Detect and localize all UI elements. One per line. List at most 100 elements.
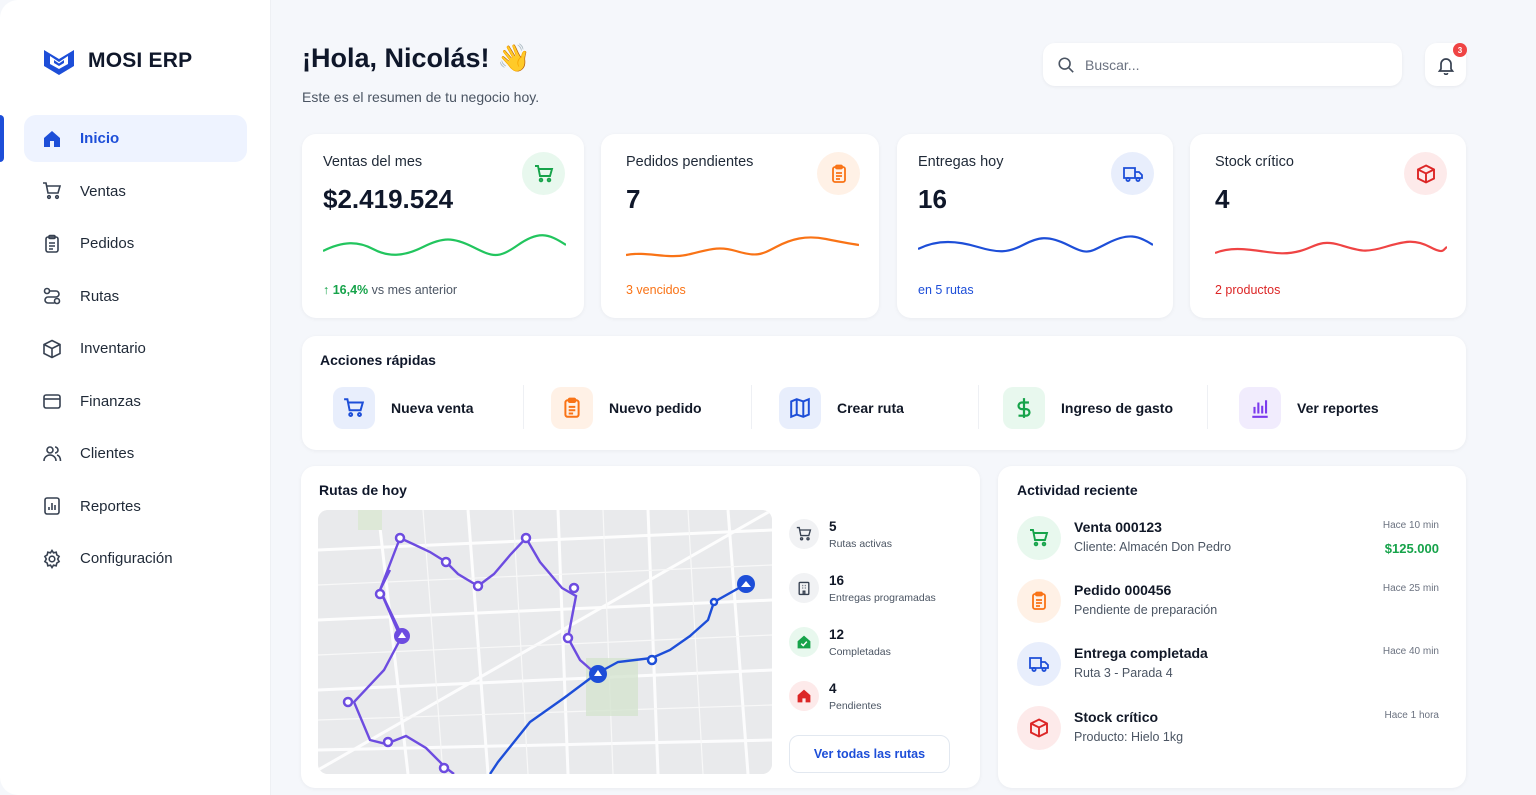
sidebar-item-label: Clientes: [80, 445, 135, 462]
stat-icon: [789, 573, 819, 603]
stat-label: Rutas activas: [829, 538, 893, 550]
sidebar-item-label: Ventas: [80, 182, 126, 200]
sidebar-item-reportes[interactable]: Reportes: [24, 483, 247, 530]
gear-icon: [43, 548, 61, 569]
activity-title-text: Venta 000123: [1074, 519, 1162, 535]
sidebar-item-pedidos[interactable]: Pedidos: [24, 220, 247, 267]
activity-time: Hace 25 min: [1382, 583, 1439, 594]
quick-action-nueva-venta[interactable]: Nueva venta: [333, 387, 473, 429]
sidebar-item-clientes[interactable]: Clientes: [24, 430, 247, 477]
search-icon: [1058, 56, 1074, 73]
kpi-card-pedidos[interactable]: Pedidos pendientes 7 3 vencidos: [601, 134, 879, 318]
stat-value: 12: [829, 627, 845, 642]
stat-value: 4: [829, 681, 837, 696]
kpi-card-ventas[interactable]: Ventas del mes $2.419.524 ↑ 16,4% vs mes…: [302, 134, 584, 318]
map-canvas: [318, 510, 772, 774]
box-icon: [1030, 718, 1048, 738]
users-icon: [43, 445, 62, 461]
qa-label: Ingreso de gasto: [1061, 400, 1174, 416]
sidebar-item-finanzas[interactable]: Finanzas: [24, 378, 247, 425]
kpi-card-entregas[interactable]: Entregas hoy 16 en 5 rutas: [897, 134, 1173, 318]
sidebar-item-inventario[interactable]: Inventario: [24, 325, 247, 372]
active-indicator: [0, 115, 4, 162]
stat-icon: [789, 519, 819, 549]
quick-action-nuevo-pedido[interactable]: Nuevo pedido: [551, 387, 702, 429]
cart-icon: [1030, 529, 1049, 547]
stat-icon: [789, 627, 819, 657]
kpi-note: 2 productos: [1215, 283, 1281, 297]
kpi-title: Stock crítico: [1215, 154, 1294, 170]
routes-title: Rutas de hoy: [319, 482, 407, 498]
activity-icon: [1017, 642, 1061, 686]
quick-action-ingreso-gasto[interactable]: Ingreso de gasto: [1003, 387, 1173, 429]
map-icon: [790, 397, 810, 419]
activity-item[interactable]: Venta 000123 Cliente: Almacén Don Pedro …: [1017, 516, 1439, 560]
kpi-icon: [1404, 152, 1447, 195]
divider: [523, 385, 524, 429]
sidebar-item-label: Pedidos: [80, 235, 135, 252]
activity-subtitle: Ruta 3 - Parada 4: [1074, 666, 1173, 680]
quick-actions-title: Acciones rápidas: [320, 352, 436, 368]
quick-action-crear-ruta[interactable]: Crear ruta: [779, 387, 904, 429]
sidebar-item-ventas[interactable]: Ventas: [24, 168, 247, 215]
brand-logo[interactable]: MOSI ERP: [42, 44, 192, 78]
activity-item[interactable]: Entrega completada Ruta 3 - Parada 4 Hac…: [1017, 642, 1439, 686]
sparkline: [1215, 240, 1447, 255]
stat-value: 16: [829, 573, 845, 588]
activity-time: Hace 40 min: [1382, 646, 1439, 657]
activity-panel: Actividad reciente Venta 000123 Cliente:…: [998, 466, 1466, 788]
sidebar-item-label: Finanzas: [80, 392, 141, 410]
truck-icon: [1029, 657, 1049, 672]
box-icon: [43, 339, 61, 358]
sidebar-item-label: Inventario: [80, 340, 146, 357]
truck-icon: [1122, 166, 1143, 182]
kpi-trend: ↑ 16,4% vs mes anterior: [323, 283, 458, 297]
kpi-note: 3 vencidos: [626, 283, 686, 297]
brand-name: MOSI ERP: [88, 49, 193, 72]
sidebar-item-configuracion[interactable]: Configuración: [24, 535, 247, 582]
home-icon: [797, 689, 811, 703]
sidebar-item-label: Inicio: [80, 130, 120, 147]
notifications-button[interactable]: 3: [1425, 43, 1467, 86]
dollar-icon: [1017, 398, 1031, 418]
quick-action-ver-reportes[interactable]: Ver reportes: [1239, 387, 1379, 429]
activity-amount: $125.000: [1384, 541, 1439, 556]
search-box[interactable]: [1043, 43, 1402, 86]
route-stat-completadas: 12 Completadas: [789, 627, 891, 658]
kpi-title: Pedidos pendientes: [626, 154, 754, 170]
search-input[interactable]: [1085, 56, 1375, 73]
cart-icon: [796, 526, 812, 541]
qa-label: Crear ruta: [837, 400, 904, 416]
kpi-value: 4: [1215, 184, 1230, 214]
stat-label: Pendientes: [829, 700, 882, 712]
divider: [978, 385, 979, 429]
routes-map[interactable]: [318, 510, 772, 774]
qa-icon: [551, 387, 593, 429]
kpi-icon: [817, 152, 860, 195]
sidebar-item-inicio[interactable]: Inicio: [24, 115, 247, 162]
activity-time: Hace 10 min: [1382, 520, 1439, 531]
report-icon: [44, 497, 60, 515]
sidebar: MOSI ERP Inicio Ventas Pedidos Rutas: [0, 0, 271, 795]
activity-time: Hace 1 hora: [1384, 710, 1439, 721]
activity-item[interactable]: Stock crítico Producto: Hielo 1kg Hace 1…: [1017, 706, 1439, 750]
home-icon: [44, 130, 60, 147]
qa-icon: [1003, 387, 1045, 429]
cart-icon: [534, 164, 553, 182]
routes-panel: Rutas de hoy: [301, 466, 980, 788]
kpi-card-stock[interactable]: Stock crítico 4 2 productos: [1190, 134, 1466, 318]
activity-item[interactable]: Pedido 000456 Pendiente de preparación H…: [1017, 579, 1439, 623]
clipboard-icon: [1032, 591, 1046, 610]
quick-actions-panel: Acciones rápidas Nueva venta Nuevo pedid…: [302, 336, 1466, 450]
cart-icon: [43, 182, 62, 200]
kpi-icon: [522, 152, 565, 195]
stat-icon: [789, 681, 819, 711]
view-all-routes-button[interactable]: Ver todas las rutas: [789, 735, 950, 773]
stat-value: 5: [829, 519, 837, 534]
activity-title-text: Pedido 000456: [1074, 582, 1172, 598]
kpi-icon: [1111, 152, 1154, 195]
sidebar-item-label: Reportes: [80, 497, 141, 515]
activity-subtitle: Producto: Hielo 1kg: [1074, 730, 1184, 744]
sidebar-item-rutas[interactable]: Rutas: [24, 273, 247, 320]
qa-icon: [779, 387, 821, 429]
